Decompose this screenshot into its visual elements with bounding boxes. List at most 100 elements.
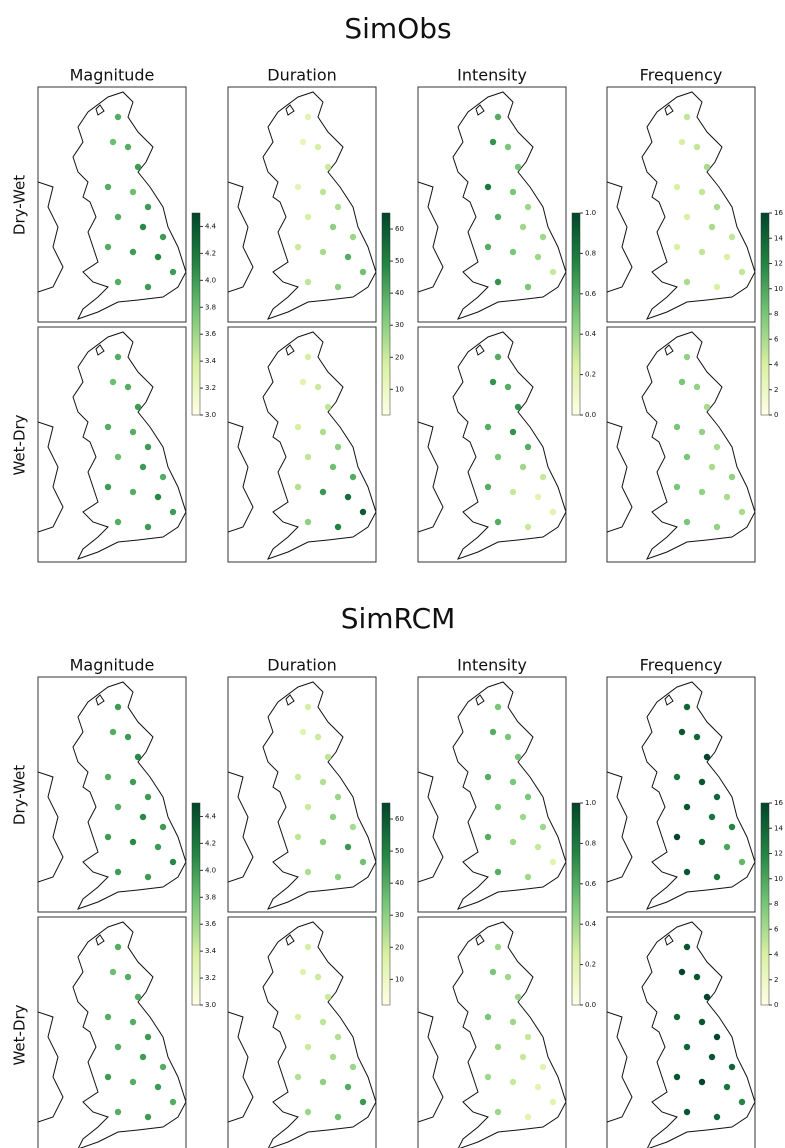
station — [494, 353, 502, 361]
map-panel — [606, 326, 756, 563]
station — [134, 993, 142, 1001]
station — [299, 968, 307, 976]
station — [359, 268, 367, 276]
station — [304, 943, 312, 951]
colorbar-tick-label: 12 — [774, 850, 783, 858]
station — [693, 733, 701, 741]
colorbar-tick-label: 4 — [774, 951, 779, 959]
station — [304, 213, 312, 221]
station — [124, 143, 132, 151]
colorbar-tick-label: 3.4 — [205, 947, 217, 955]
map-frame — [37, 676, 187, 913]
station — [738, 1098, 746, 1106]
station — [509, 838, 517, 846]
station — [673, 1013, 681, 1021]
colorbar-tick-label: 3.8 — [205, 893, 216, 901]
station — [723, 253, 731, 261]
station — [673, 183, 681, 191]
map-frame — [417, 916, 567, 1148]
station — [494, 868, 502, 876]
colorbar-tick-label: 4 — [774, 361, 779, 369]
station — [319, 188, 327, 196]
station — [698, 778, 706, 786]
colorbar — [191, 802, 201, 1006]
station — [154, 253, 162, 261]
colorbar-tick-label: 14 — [774, 234, 783, 242]
station — [349, 473, 357, 481]
station — [673, 833, 681, 841]
station — [683, 113, 691, 121]
station — [134, 403, 142, 411]
station — [344, 493, 352, 501]
station — [134, 753, 142, 761]
station — [139, 223, 147, 231]
station — [134, 163, 142, 171]
map-frame — [227, 916, 377, 1148]
station — [713, 873, 721, 881]
station — [129, 248, 137, 256]
station — [698, 428, 706, 436]
station — [713, 523, 721, 531]
station — [304, 518, 312, 526]
station — [159, 233, 167, 241]
station — [494, 703, 502, 711]
colorbar-tick-label: 0.0 — [585, 411, 596, 419]
station — [713, 283, 721, 291]
map-panel — [606, 86, 756, 323]
colorbar-tick-label: 2 — [774, 386, 778, 394]
station — [519, 223, 527, 231]
station — [524, 1033, 532, 1041]
station — [314, 973, 322, 981]
station — [683, 453, 691, 461]
station — [514, 163, 522, 171]
station — [514, 993, 522, 1001]
colorbar-tick-label: 10 — [774, 875, 783, 883]
station — [324, 993, 332, 1001]
station — [683, 803, 691, 811]
station — [114, 703, 122, 711]
map-frame — [37, 916, 187, 1148]
station — [304, 1043, 312, 1051]
station — [524, 793, 532, 801]
colorbar-tick-label: 4.0 — [205, 866, 216, 874]
station — [509, 1078, 517, 1086]
station — [334, 443, 342, 451]
station — [304, 803, 312, 811]
station — [104, 183, 112, 191]
station — [484, 1013, 492, 1021]
station — [494, 1043, 502, 1051]
station — [519, 813, 527, 821]
station — [114, 803, 122, 811]
station — [673, 1073, 681, 1081]
station — [713, 1033, 721, 1041]
station — [139, 463, 147, 471]
station — [114, 453, 122, 461]
colorbar — [571, 212, 581, 416]
station — [304, 703, 312, 711]
colorbar-tick-label: 10 — [395, 975, 404, 983]
colorbar-tick-label: 0.4 — [585, 330, 597, 338]
map-panel — [606, 676, 756, 913]
station — [334, 1033, 342, 1041]
station — [344, 843, 352, 851]
station — [104, 423, 112, 431]
station — [539, 233, 547, 241]
station — [678, 728, 686, 736]
station — [698, 188, 706, 196]
station — [683, 943, 691, 951]
station — [129, 838, 137, 846]
station — [514, 753, 522, 761]
station — [728, 823, 736, 831]
station — [144, 283, 152, 291]
station — [703, 163, 711, 171]
station — [104, 833, 112, 841]
station — [683, 213, 691, 221]
colorbar-tick-label: 50 — [395, 847, 404, 855]
station — [114, 518, 122, 526]
station — [294, 483, 302, 491]
station — [294, 243, 302, 251]
station — [104, 773, 112, 781]
station — [683, 353, 691, 361]
station — [304, 278, 312, 286]
